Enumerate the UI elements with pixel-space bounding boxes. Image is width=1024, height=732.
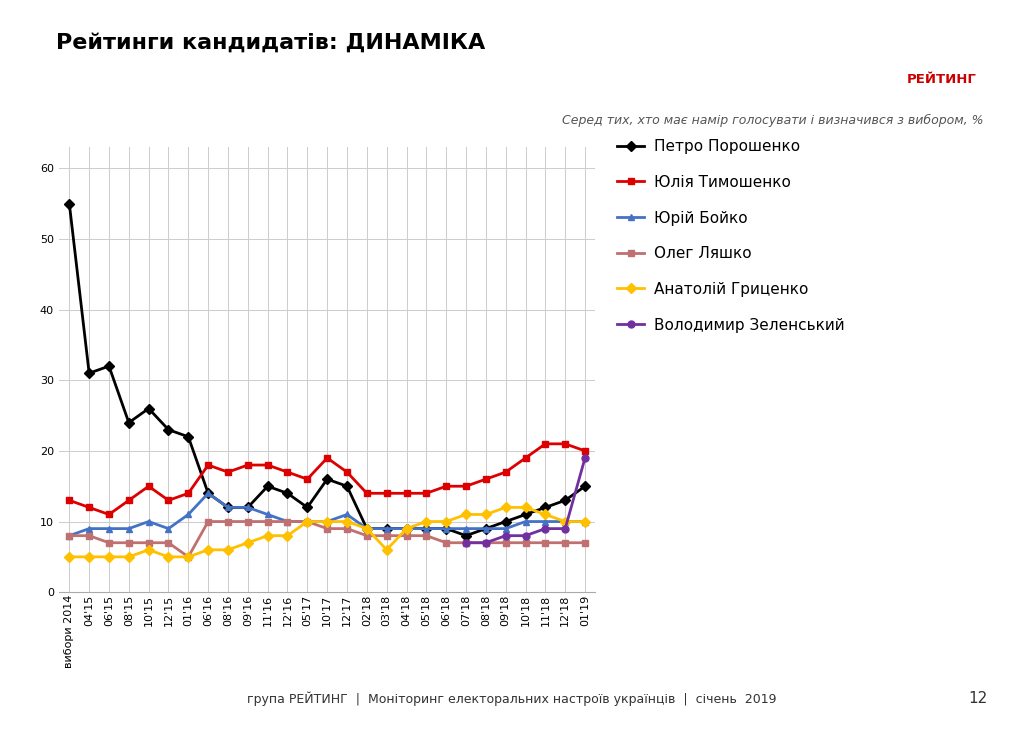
- Legend: Петро Порошенко, Юлія Тимошенко, Юрій Бойко, Олег Ляшко, Анатолій Гриценко, Воло: Петро Порошенко, Юлія Тимошенко, Юрій Бо…: [616, 139, 844, 332]
- Text: Рейтинги кандидатів: ДИНАМІКА: Рейтинги кандидатів: ДИНАМІКА: [56, 33, 485, 53]
- Text: 12: 12: [968, 692, 987, 706]
- Text: Серед тих, хто має намір голосувати і визначився з вибором, %: Серед тих, хто має намір голосувати і ви…: [561, 113, 983, 127]
- Text: РЕЙТИНГ: РЕЙТИНГ: [907, 72, 977, 86]
- Text: група РЕЙТИНГ  |  Моніторинг електоральних настроїв українців  |  січень  2019: група РЕЙТИНГ | Моніторинг електоральних…: [247, 692, 777, 706]
